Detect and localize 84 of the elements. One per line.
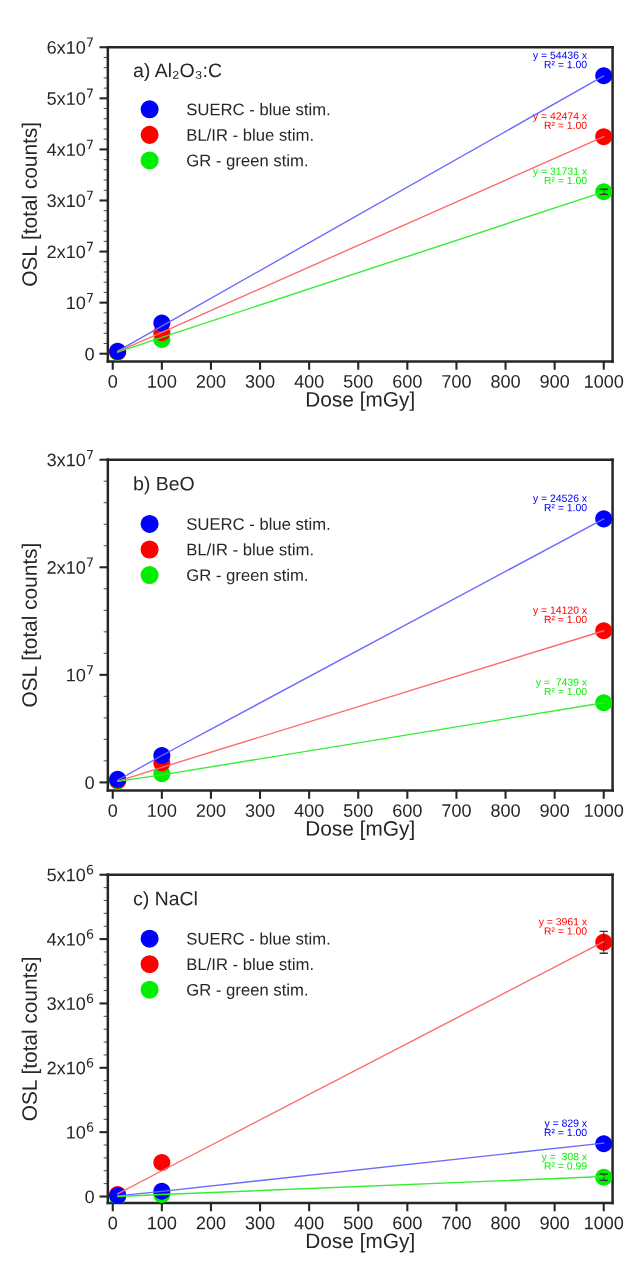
x-tick-label: 700	[442, 804, 471, 817]
x-tick-label: 600	[393, 375, 422, 388]
legend-label: GR - green stim.	[187, 568, 307, 585]
annotation: y = 308 x R² = 0.99	[541, 1152, 587, 1170]
annotation: y = 829 x R² = 1.00	[544, 1119, 587, 1137]
x-tick-label: 0	[108, 1216, 118, 1230]
point	[595, 1135, 613, 1153]
y-tick-label: 2x10$^{6}$	[47, 1057, 94, 1075]
point	[595, 510, 613, 528]
x-tick-label: 500	[343, 375, 373, 388]
annotation: y = 42474 x R² = 1.00	[532, 112, 587, 130]
x-tick-label: 100	[148, 375, 177, 388]
legend-label: SUERC - blue stim.	[187, 932, 330, 945]
y-tick-label: 5x10$^{7}$	[47, 88, 93, 105]
x-tick-label: 200	[196, 375, 226, 388]
point	[595, 128, 613, 146]
annotation: y = 3961 x R² = 1.00	[538, 917, 587, 935]
x-tick-label: 800	[491, 804, 520, 817]
annotation: y = 7439 x R² = 1.00	[535, 678, 587, 696]
x-axis-title: Dose [mGy]	[306, 1232, 414, 1253]
text: c) NaCl	[133, 891, 197, 910]
x-tick-label: 300	[245, 804, 275, 817]
x-tick-label: 800	[491, 1216, 520, 1230]
legend-label: BL/IR - blue stim.	[187, 128, 313, 141]
annotation: y = 24526 x R² = 1.00	[532, 494, 587, 512]
y-tick-label: 0	[85, 776, 94, 790]
y-tick-label: 3x10$^{7}$	[47, 190, 93, 208]
x-tick-label: 1000	[585, 1216, 624, 1230]
x-tick-label: 700	[442, 375, 471, 388]
x-tick-label: 200	[196, 804, 226, 817]
x-tick-label: 200	[196, 1216, 226, 1230]
y-tick-label: 10$^{7}$	[67, 292, 93, 310]
x-tick-label: 600	[393, 1216, 422, 1230]
x-tick-label: 400	[294, 804, 324, 817]
annotation: y = 54436 x R² = 1.00	[532, 51, 587, 69]
legend-label: BL/IR - blue stim.	[187, 957, 313, 971]
x-tick-label: 400	[294, 375, 324, 388]
x-tick-label: 100	[148, 1216, 177, 1230]
y-tick-label: 3x10$^{7}$	[47, 450, 93, 467]
y-tick-label: 3x10$^{6}$	[47, 993, 94, 1011]
x-tick-label: 800	[491, 375, 520, 388]
x-tick-label: 1000	[585, 804, 624, 817]
text: b) BeO	[134, 476, 194, 495]
x-axis-title: Dose [mGy]	[306, 820, 414, 840]
y-axis-title: OSL [total counts]	[21, 544, 42, 707]
y-tick-label: 10$^{6}$	[67, 1122, 94, 1139]
legend-label: GR - green stim.	[187, 983, 307, 1000]
x-axis-title: Dose [mGy]	[306, 391, 414, 411]
x-tick-label: 500	[343, 1216, 373, 1230]
y-tick-label: 5x10$^{6}$	[47, 864, 94, 882]
text: a) Al₂O₃:C	[133, 62, 222, 82]
point	[595, 622, 613, 640]
x-tick-label: 400	[294, 1216, 324, 1230]
y-tick-label: 4x10$^{6}$	[47, 929, 94, 946]
y-tick-label: 6x10$^{7}$	[47, 37, 93, 54]
legend-label: SUERC - blue stim.	[187, 517, 330, 530]
x-tick-label: 900	[540, 1216, 569, 1230]
annotation: y = 14120 x R² = 1.00	[532, 606, 587, 624]
x-tick-label: 700	[442, 1216, 471, 1230]
x-tick-label: 900	[540, 804, 569, 817]
annotation: y = 31731 x R² = 1.00	[532, 167, 587, 185]
x-tick-label: 600	[393, 804, 422, 817]
point	[595, 67, 613, 85]
x-tick-label: 900	[540, 375, 569, 388]
legend-label: SUERC - blue stim.	[187, 103, 330, 116]
x-tick-label: 0	[108, 375, 118, 388]
y-tick-label: 2x10$^{7}$	[47, 557, 93, 574]
y-tick-label: 10$^{7}$	[67, 665, 93, 682]
legend-label: BL/IR - blue stim.	[187, 543, 313, 556]
legend-label: GR - green stim.	[187, 154, 307, 170]
x-tick-label: 500	[343, 804, 373, 817]
y-axis-title: OSL [total counts]	[21, 123, 42, 286]
x-tick-label: 100	[148, 804, 177, 817]
y-tick-label: 2x10$^{7}$	[47, 241, 93, 259]
y-tick-label: 0	[85, 1190, 94, 1204]
x-tick-label: 300	[245, 1216, 275, 1230]
point	[595, 694, 613, 712]
x-tick-label: 1000	[585, 375, 624, 388]
y-tick-label: 4x10$^{7}$	[47, 139, 93, 157]
point	[153, 1153, 171, 1171]
x-tick-label: 0	[108, 804, 118, 817]
y-tick-label: 0	[85, 347, 94, 361]
x-tick-label: 300	[245, 375, 275, 388]
y-axis-title: OSL [total counts]	[21, 957, 42, 1121]
